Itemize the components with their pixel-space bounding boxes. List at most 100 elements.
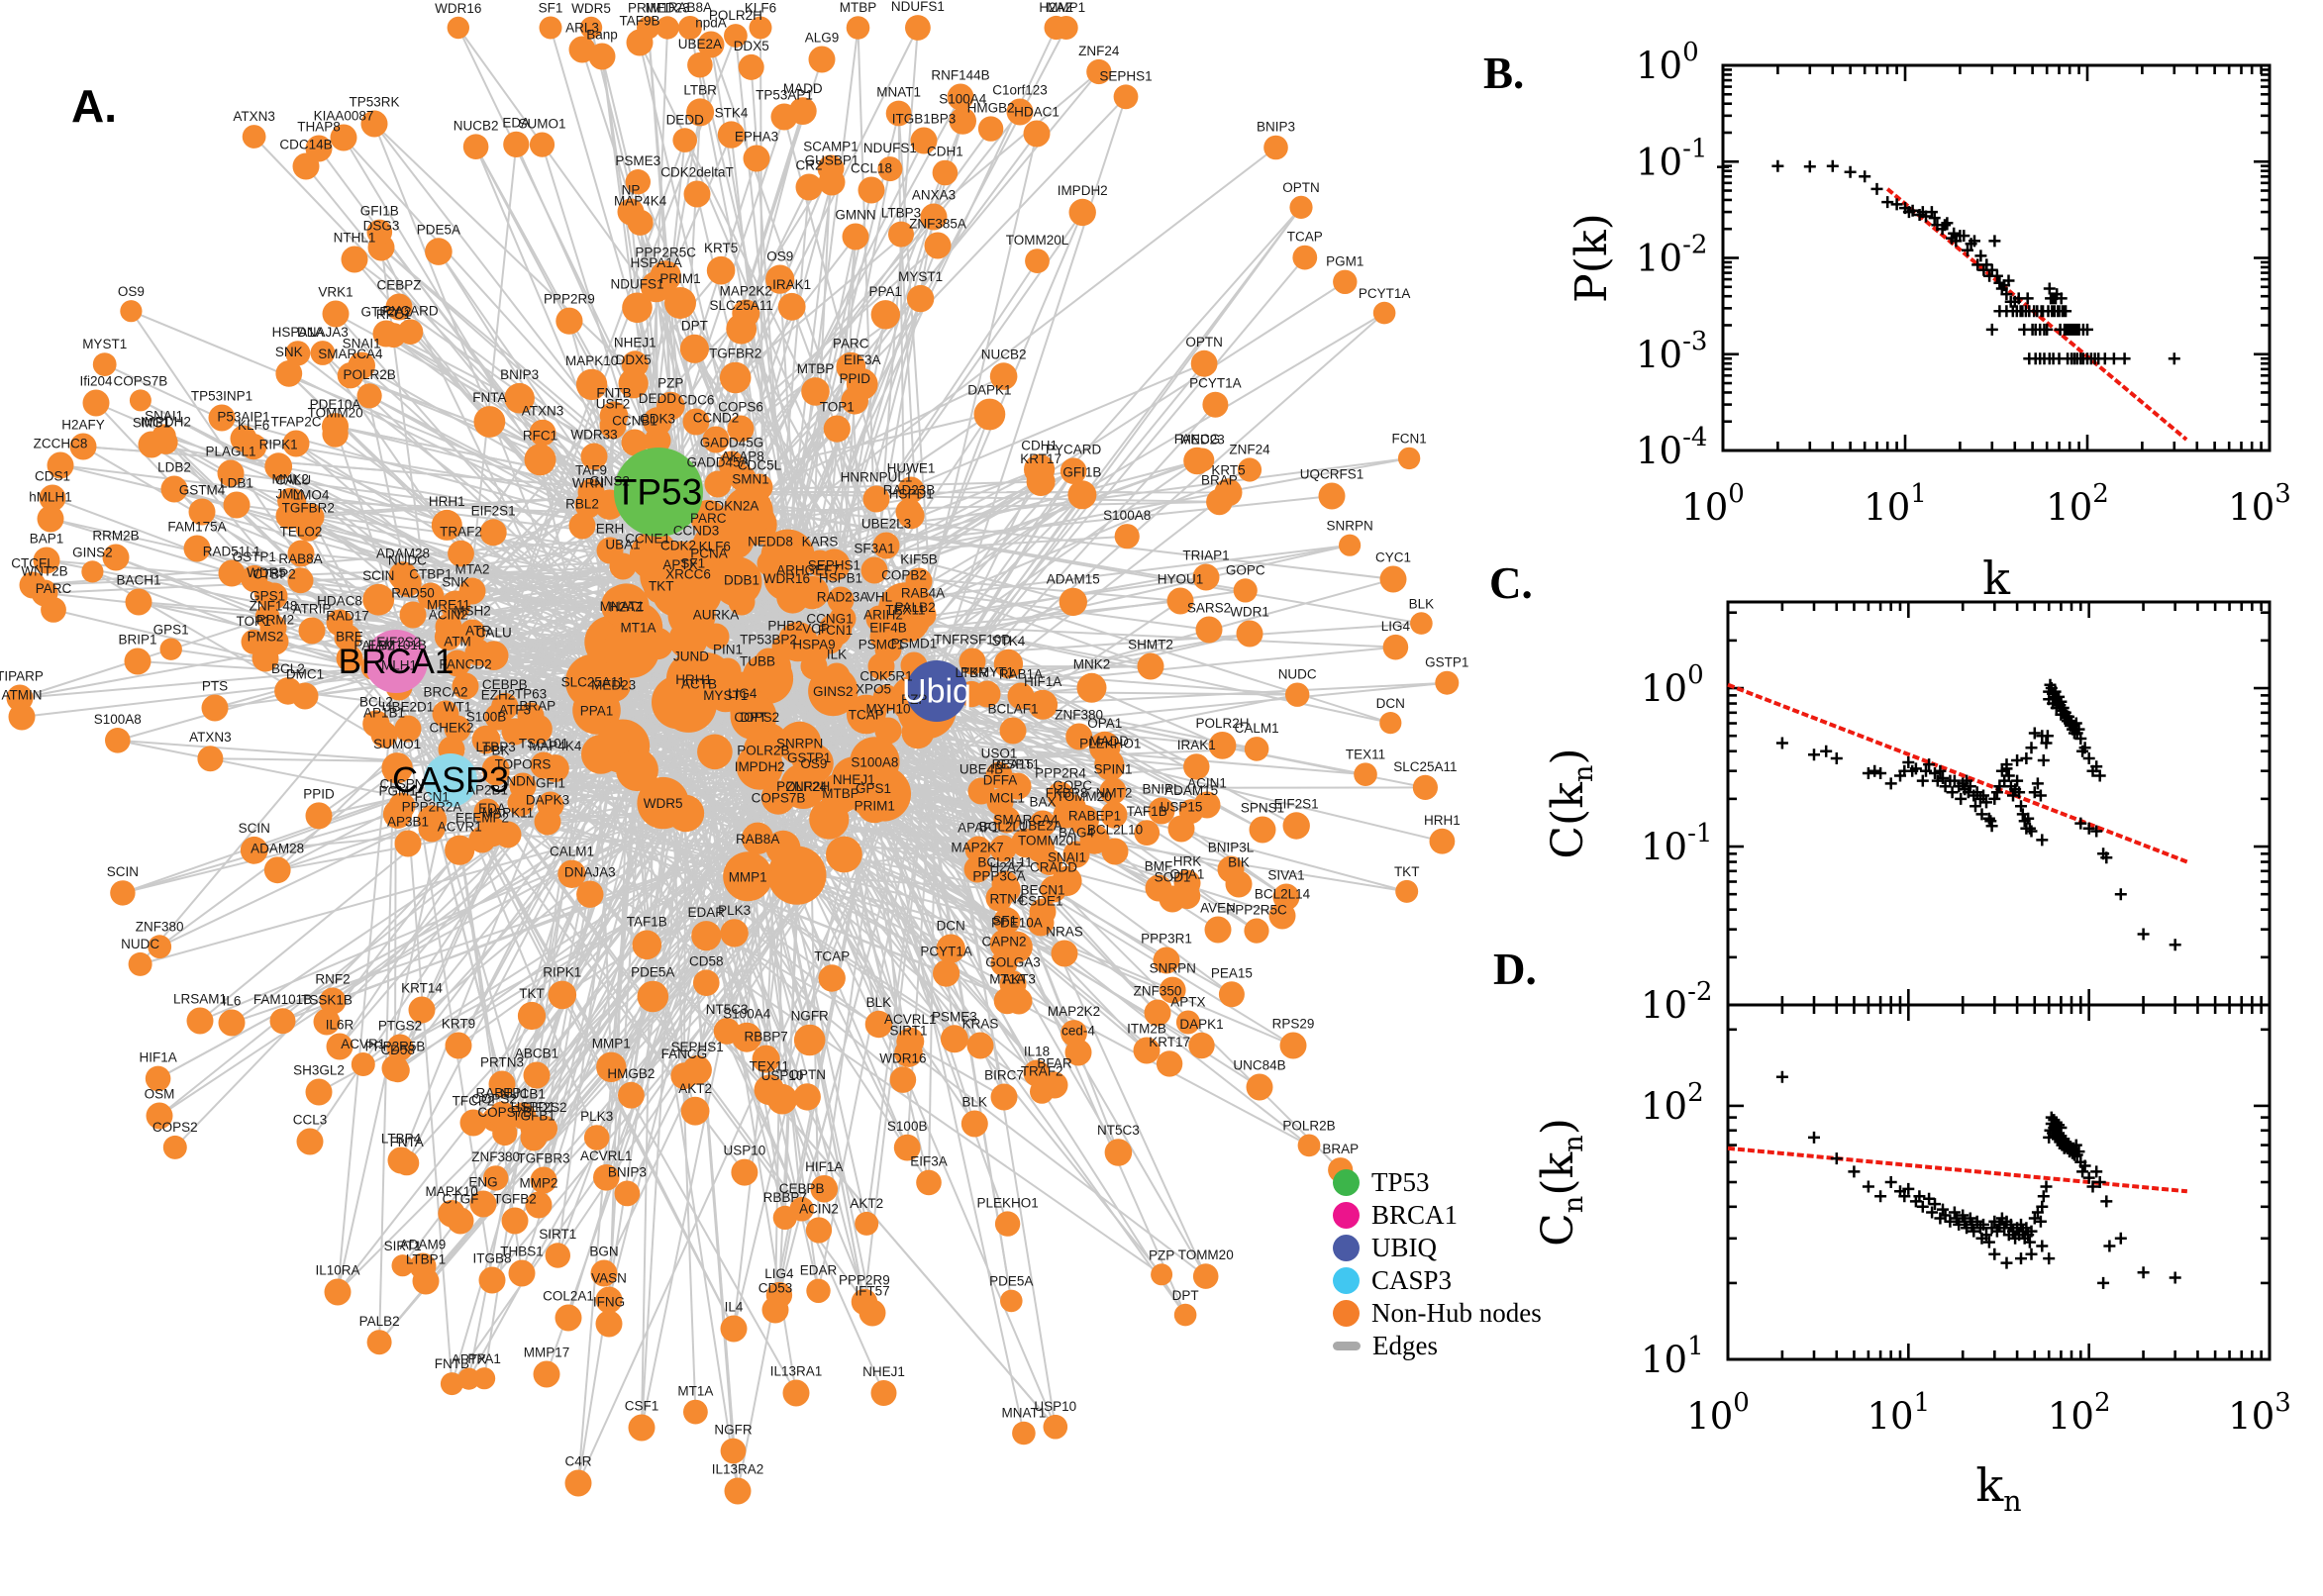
network-node-label: RAD23A [817,590,869,605]
network-node-label: VRK1 [318,285,353,300]
network-node-label: GINS2 [813,684,854,699]
network-node [788,97,817,125]
network-node-label: PSMC1 [858,638,905,652]
network-node [444,715,471,743]
network-node-label: FCN1 [1391,432,1426,447]
network-node [627,209,654,236]
legend-item-casp3: CASP3 [1333,1264,1542,1297]
network-node-label: ABCB1 [515,1047,558,1061]
network-node-label: ZNF24 [1078,44,1120,58]
network-node-label: UBE2L3 [861,517,911,532]
network-node [105,728,131,753]
network-node-label: BLK [866,995,892,1010]
network-node [1173,1303,1197,1327]
network-node [966,1032,994,1059]
network-node-label: ACVRL1 [884,1012,937,1027]
hub-node-tp53 [614,448,703,537]
network-node-label: USF2 [596,397,631,412]
network-node-label: WRN [572,476,604,491]
network-node-label: DPT [681,319,708,334]
network-node [274,677,302,705]
network-node-label: LTBR [683,82,717,97]
y-tick-label: 10-2 [1641,977,1712,1027]
chart-panel-b: 100 10-1 10-2 10-3 10-4 100 101 102 103 P(k) k [1566,38,2291,605]
network-edge [657,116,785,493]
network-node [867,652,895,680]
network-node [1263,135,1288,160]
network-node-label: EFEMP2 [455,811,509,826]
network-node [1178,799,1204,824]
network-node [581,735,621,774]
network-node-label: TSG101 [519,737,568,751]
network-node-label: SARS2 [1187,601,1231,616]
network-node [616,748,658,792]
network-node [334,624,361,651]
network-node-label: COPS2 [471,1092,517,1107]
network-node [932,159,959,186]
network-node-label: S100A8 [851,754,898,769]
network-node-label: MED23 [646,0,690,15]
network-node [337,362,364,389]
plot-frame [1721,63,2272,452]
network-node-label: MLH1 [381,658,417,673]
network-node-label: MMP1 [729,869,767,884]
network-node [855,1211,879,1236]
network-node-label: IMPDH2 [735,759,785,774]
network-node [125,588,152,616]
network-node [795,173,823,201]
network-node [545,1243,570,1268]
network-edge [140,760,875,965]
network-node [727,415,755,443]
network-edge [657,236,857,493]
network-node-label: CCNE1 [625,532,670,547]
network-edge [335,425,659,493]
network-node-label: KIF5B [900,552,938,567]
network-node [1144,999,1171,1027]
network-node-label: PKMYT1 [960,665,1014,680]
network-node-label: GADD45G [700,436,764,450]
network-node-label: NUCB2 [981,347,1027,361]
hub-label-brca1: BRCA1 [339,643,454,681]
network-node-label: UBE2A [1019,818,1062,833]
network-node-label: FAM101B [253,992,312,1007]
network-node-label: ACIN1 [1187,776,1227,791]
network-node [362,710,390,738]
network-node-label: NUCB2 [454,118,499,133]
network-node-label: TCAP [1287,230,1323,245]
panel-d-label: D. [1493,945,1537,994]
network-node-label: MAP2K7 [951,841,1003,855]
network-node-label: PTS [202,679,228,694]
network-node-label: EPHA3 [735,130,778,145]
network-node-label: AKT2 [850,1196,883,1211]
network-node [964,836,992,863]
network-node-label: APTX [452,1352,486,1367]
network-node [501,718,529,746]
network-node [656,391,685,421]
network-node-label: BNIP3L [1208,841,1255,855]
network-node [920,203,948,231]
network-node [621,350,649,378]
network-node [1190,349,1218,377]
network-node [1318,482,1346,510]
network-node-label: MT1A [989,971,1025,986]
network-node-label: OPA1 [1087,716,1122,731]
network-node-label: IL6R [326,1018,354,1033]
network-node-label: MAP4K4 [614,194,667,209]
network-node-label: KRT17 [1149,1035,1190,1049]
network-node [394,715,422,743]
network-node-label: ITGB1BP3 [892,112,957,127]
network-node-label: PBK [482,744,509,758]
network-node [517,1001,547,1031]
network-node-label: ITGB8 [472,1251,511,1266]
network-node [445,1032,472,1059]
network-node-label: RAB8A [668,0,712,15]
network-node [292,152,320,180]
network-node-label: IFNG [593,1295,625,1310]
network-node [1279,1032,1307,1059]
network-node-label: PPP3R1 [1141,932,1192,947]
network-node-label: ZNF380 [136,919,184,934]
network-node [1397,447,1421,470]
network-node-label: MNAT1 [876,85,921,100]
network-node [656,16,679,40]
network-node-label: BNIP3 [500,367,539,382]
